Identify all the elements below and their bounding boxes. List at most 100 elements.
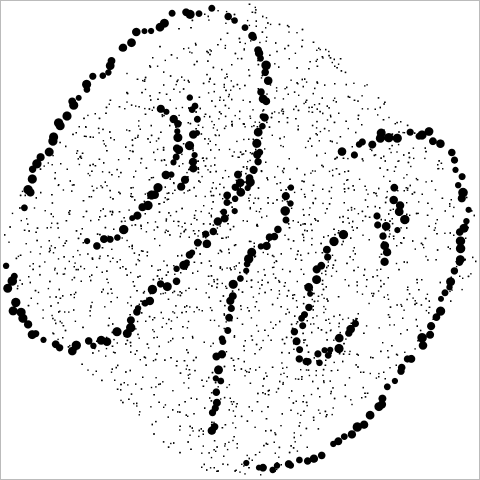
fine-dot	[142, 292, 145, 294]
fine-dot	[372, 295, 374, 297]
fine-dot	[286, 308, 289, 310]
fine-dot	[123, 382, 125, 384]
coarse-dot	[245, 177, 255, 187]
fine-dot	[231, 98, 233, 101]
fine-dot	[279, 182, 282, 184]
fine-dot	[80, 265, 82, 268]
fine-dot	[436, 219, 438, 221]
fine-dot	[384, 378, 386, 380]
fine-dot	[384, 160, 386, 162]
fine-dot	[246, 220, 248, 222]
fine-dot	[271, 366, 274, 368]
fine-dot	[281, 351, 283, 354]
fine-dot	[400, 333, 402, 335]
fine-dot	[275, 87, 278, 89]
fine-dot	[364, 268, 366, 271]
fine-dot	[240, 305, 242, 307]
fine-dot	[228, 107, 230, 109]
fine-dot	[275, 324, 277, 326]
fine-dot	[306, 230, 308, 232]
fine-dot	[118, 106, 121, 108]
fine-dot	[250, 317, 253, 319]
fine-dot	[251, 153, 253, 155]
fine-dot	[159, 45, 161, 48]
fine-dot	[223, 186, 225, 189]
fine-dot	[455, 265, 458, 268]
fine-dot	[379, 207, 381, 209]
coarse-dot	[450, 156, 459, 164]
fine-dot	[232, 85, 235, 88]
fine-dot	[255, 301, 258, 303]
fine-dot	[153, 330, 155, 333]
fine-dot	[109, 131, 111, 133]
fine-dot	[255, 343, 258, 346]
fine-dot	[286, 86, 288, 89]
fine-dot	[150, 177, 153, 179]
fine-dot	[158, 211, 161, 213]
coarse-dot	[253, 127, 263, 137]
fine-dot	[244, 340, 246, 342]
fine-dot	[209, 77, 211, 80]
fine-dot	[449, 232, 451, 234]
fine-dot	[244, 181, 246, 183]
fine-dot	[219, 96, 221, 99]
fine-dot	[333, 339, 335, 341]
coarse-dot	[231, 208, 238, 215]
fine-dot	[278, 446, 281, 449]
fine-dot	[394, 166, 397, 168]
fine-dot	[181, 76, 183, 78]
fine-dot	[425, 181, 427, 183]
fine-dot	[208, 80, 210, 83]
fine-dot	[158, 345, 160, 348]
fine-dot	[139, 275, 141, 277]
fine-dot	[223, 83, 225, 86]
fine-dot	[102, 128, 104, 131]
fine-dot	[304, 78, 306, 80]
fine-dot	[207, 51, 209, 54]
fine-dot	[98, 350, 100, 352]
fine-dot	[362, 160, 364, 162]
fine-dot	[253, 245, 255, 248]
fine-dot	[319, 48, 321, 51]
fine-dot	[100, 210, 102, 212]
fine-dot	[157, 269, 159, 271]
fine-dot	[231, 403, 233, 405]
fine-dot	[357, 266, 359, 268]
fine-dot	[326, 266, 328, 269]
fine-dot	[73, 296, 75, 299]
fine-dot	[233, 244, 236, 247]
fine-dot	[307, 252, 310, 255]
fine-dot	[317, 220, 319, 222]
fine-dot	[274, 432, 276, 434]
fine-dot	[380, 279, 382, 282]
fine-dot	[267, 406, 269, 408]
fine-dot	[177, 79, 179, 81]
fine-dot	[400, 121, 402, 123]
fine-dot	[462, 277, 464, 279]
fine-dot	[285, 189, 287, 191]
fine-dot	[248, 69, 250, 71]
fine-dot	[407, 286, 409, 288]
fine-dot	[165, 218, 168, 220]
coarse-dot	[71, 340, 82, 350]
fine-dot	[62, 337, 64, 339]
fine-dot	[182, 326, 184, 328]
fine-dot	[56, 222, 59, 225]
fine-dot	[271, 112, 273, 115]
fine-dot	[91, 170, 93, 172]
fine-dot	[220, 38, 222, 41]
fine-dot	[214, 157, 216, 159]
fine-dot	[248, 371, 250, 373]
fine-dot	[144, 78, 146, 81]
fine-dot	[258, 366, 261, 368]
fine-dot	[332, 264, 335, 266]
fine-dot	[324, 152, 326, 154]
fine-dot	[181, 226, 183, 228]
fine-dot	[98, 158, 101, 160]
coarse-dot	[243, 267, 250, 274]
fine-dot	[339, 216, 341, 219]
fine-dot	[133, 285, 136, 287]
fine-dot	[308, 68, 310, 70]
fine-dot	[198, 435, 200, 438]
fine-dot	[211, 120, 213, 123]
